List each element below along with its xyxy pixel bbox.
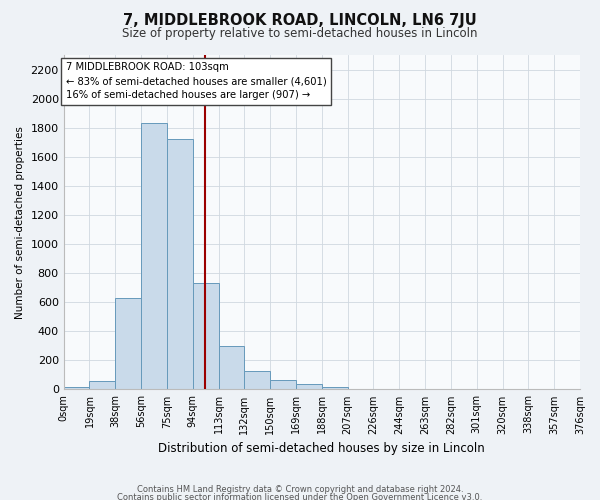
Bar [64, 387, 89, 390]
X-axis label: Distribution of semi-detached houses by size in Lincoln: Distribution of semi-detached houses by … [158, 442, 485, 455]
Text: 7, MIDDLEBROOK ROAD, LINCOLN, LN6 7JU: 7, MIDDLEBROOK ROAD, LINCOLN, LN6 7JU [123, 12, 477, 28]
Bar [89, 380, 115, 390]
Bar [141, 124, 167, 390]
Text: Contains HM Land Registry data © Crown copyright and database right 2024.: Contains HM Land Registry data © Crown c… [137, 485, 463, 494]
Text: 7 MIDDLEBROOK ROAD: 103sqm
← 83% of semi-detached houses are smaller (4,601)
16%: 7 MIDDLEBROOK ROAD: 103sqm ← 83% of semi… [66, 62, 326, 100]
Text: Size of property relative to semi-detached houses in Lincoln: Size of property relative to semi-detach… [122, 28, 478, 40]
Bar [322, 387, 347, 390]
Bar [244, 370, 270, 390]
Bar [270, 380, 296, 390]
Y-axis label: Number of semi-detached properties: Number of semi-detached properties [15, 126, 25, 318]
Bar [218, 346, 244, 390]
Bar [115, 298, 141, 390]
Text: Contains public sector information licensed under the Open Government Licence v3: Contains public sector information licen… [118, 494, 482, 500]
Bar [167, 140, 193, 390]
Bar [193, 284, 218, 390]
Bar [296, 384, 322, 390]
Bar [347, 388, 373, 390]
